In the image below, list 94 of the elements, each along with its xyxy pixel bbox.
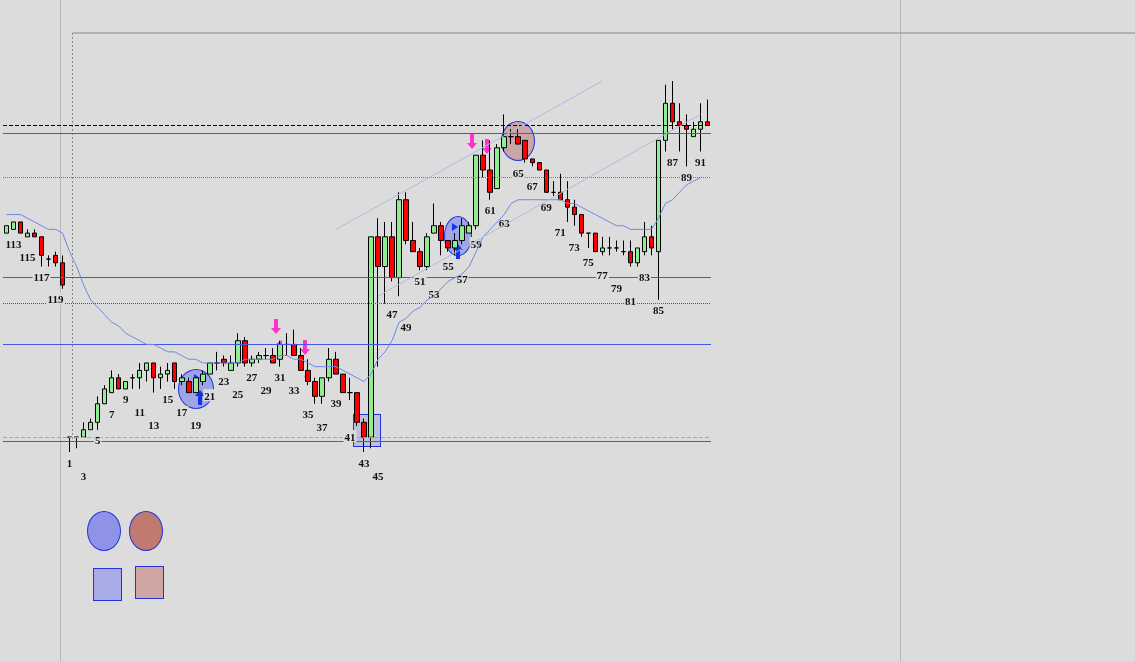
- x-tick-label: 25: [232, 387, 244, 400]
- x-tick-label: 79: [610, 282, 623, 295]
- x-tick-label: 51: [414, 274, 426, 287]
- x-tick-label: 19: [190, 419, 202, 432]
- candlestick: [621, 240, 626, 256]
- candlestick: [586, 232, 591, 249]
- x-tick-label: 13: [148, 419, 160, 432]
- candlestick: [53, 251, 58, 267]
- candlestick: [39, 236, 44, 267]
- x-tick-label: 53: [428, 287, 441, 300]
- x-tick-label: 75: [582, 256, 595, 269]
- candlestick: [530, 158, 535, 167]
- candlestick: [614, 240, 619, 253]
- x-tick-label: 85: [652, 304, 665, 317]
- x-tick-label: 33: [288, 384, 300, 397]
- candlestick: [607, 236, 612, 256]
- candlestick: [656, 139, 661, 301]
- candlestick: [67, 436, 72, 453]
- candlestick: [635, 247, 640, 267]
- candlestick: [256, 351, 262, 364]
- candlestick: [18, 221, 23, 234]
- candlestick: [102, 384, 107, 405]
- x-tick-label: 35: [302, 408, 314, 421]
- candlestick: [81, 421, 86, 438]
- x-tick-label: 69: [540, 200, 553, 213]
- x-tick-label: 7: [108, 408, 115, 421]
- x-tick-label: 61: [484, 204, 496, 217]
- x-tick-label: 41: [344, 430, 356, 443]
- x-tick-label: 59: [470, 237, 483, 250]
- candlestick: [116, 373, 121, 390]
- x-tick-label: 27: [246, 371, 258, 384]
- x-tick-label: 57: [456, 272, 469, 285]
- x-tick-label: 43: [358, 456, 371, 469]
- x-tick-label: 83: [638, 271, 651, 283]
- candlestick: [144, 362, 149, 383]
- candlestick: [151, 362, 156, 394]
- candlestick: [109, 369, 114, 394]
- candlestick: [544, 169, 549, 193]
- x-tick-label: 3: [80, 469, 87, 482]
- candlestick: [137, 362, 142, 390]
- candlestick: [46, 254, 51, 267]
- candlestick: [95, 395, 100, 431]
- candlestick: [158, 366, 163, 390]
- x-tick-label: 1: [66, 456, 73, 469]
- x-tick-label: 81: [624, 295, 636, 308]
- candlestick: [537, 162, 542, 171]
- candlestick: [649, 225, 654, 256]
- candlestick: [74, 436, 79, 449]
- x-tick-label: 21: [204, 389, 216, 402]
- x-tick-label: 55: [442, 259, 455, 272]
- x-tick-label: 39: [330, 397, 342, 410]
- candlestick: [593, 232, 598, 253]
- x-tick-label: 5: [94, 434, 101, 447]
- x-tick-label: 63: [498, 217, 511, 230]
- x-tick-label: 73: [568, 241, 581, 254]
- x-tick-label: 29: [260, 384, 272, 397]
- x-tick-label: 37: [316, 421, 328, 434]
- candlestick: [565, 180, 570, 223]
- x-tick-label: 15: [162, 393, 174, 406]
- candlestick: [32, 228, 37, 238]
- candlestick: [165, 362, 170, 383]
- candlestick: [25, 228, 30, 238]
- candlestick: [130, 373, 135, 390]
- x-tick-label: 91: [694, 155, 706, 168]
- candlestick: [551, 180, 556, 197]
- candlestick: [572, 199, 577, 227]
- x-tick-label: 115: [19, 250, 36, 263]
- candlestick: [11, 221, 16, 230]
- x-tick-label: 11: [134, 406, 145, 419]
- candlestick: [600, 236, 605, 256]
- candlestick: [172, 362, 177, 390]
- candlestick: [4, 225, 9, 234]
- x-tick-label: 89: [680, 170, 693, 183]
- x-tick-label: 87: [666, 155, 679, 168]
- candlestick: [60, 254, 65, 290]
- x-tick-label: 47: [386, 308, 399, 321]
- x-tick-label: 67: [526, 180, 539, 193]
- x-tick-label: 65: [512, 167, 525, 180]
- x-tick-label: 119: [47, 293, 65, 306]
- x-tick-label: 49: [400, 321, 413, 334]
- x-tick-label: 9: [122, 393, 129, 406]
- x-tick-label: 17: [176, 406, 188, 419]
- candlestick: [123, 381, 128, 390]
- x-tick-label: 71: [554, 226, 566, 239]
- x-tick-label: 77: [596, 269, 609, 282]
- candlestick: [88, 418, 93, 431]
- candlestick: [642, 221, 647, 256]
- candlestick: [579, 214, 584, 238]
- x-tick-label: 117: [33, 271, 50, 283]
- x-tick-label: 23: [218, 374, 230, 387]
- x-tick-label: 45: [372, 469, 385, 482]
- x-tick-label: 31: [274, 371, 286, 384]
- x-tick-label: 113: [5, 237, 22, 250]
- candlestick: [628, 240, 633, 267]
